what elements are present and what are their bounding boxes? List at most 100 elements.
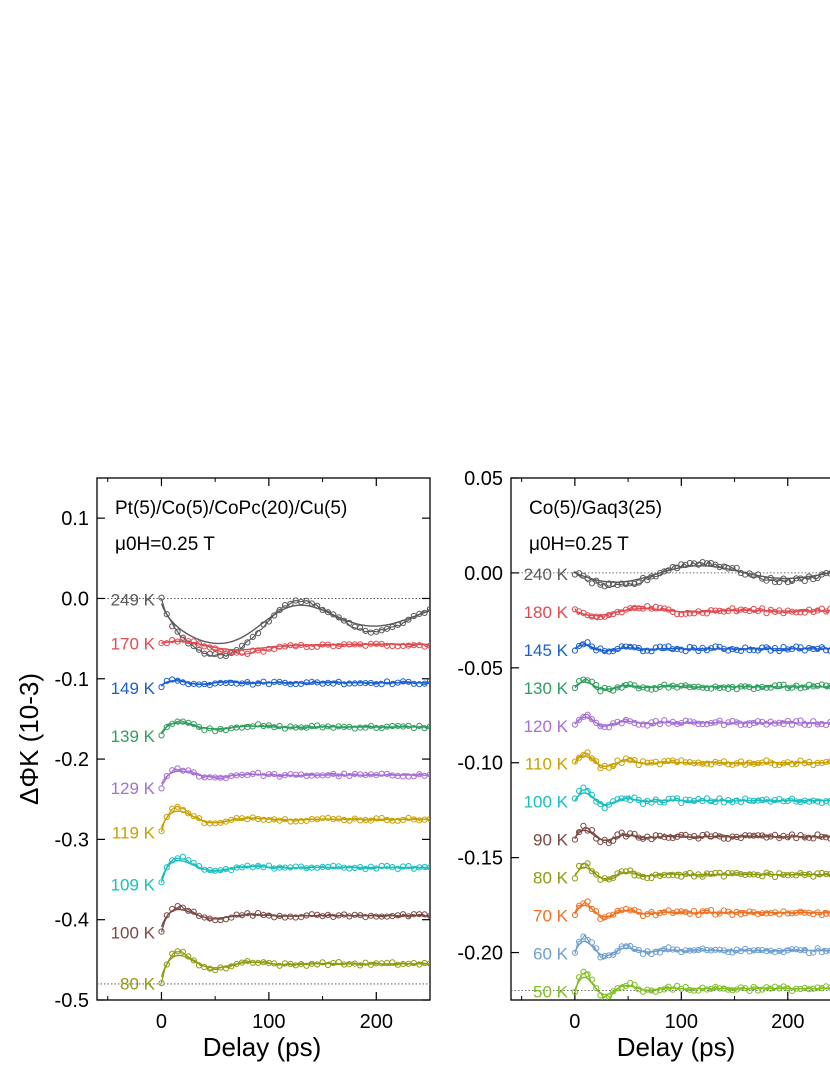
data-point: [716, 985, 723, 992]
data-point: [712, 869, 719, 876]
data-point: [695, 835, 702, 842]
series-fit-line: [574, 976, 830, 996]
data-point: [195, 815, 203, 822]
data-point: [801, 797, 808, 804]
data-point: [801, 946, 808, 954]
data-point: [571, 875, 579, 882]
series-label: 50 K: [533, 983, 569, 1002]
data-point: [179, 636, 186, 643]
data-point: [605, 993, 613, 1000]
data-point: [814, 682, 821, 689]
data-point: [597, 613, 604, 621]
data-point: [588, 939, 596, 946]
data-point: [249, 912, 256, 919]
data-point: [335, 815, 342, 822]
data-point: [635, 872, 642, 879]
data-point: [212, 728, 219, 735]
data-point: [648, 799, 655, 806]
data-point: [601, 875, 608, 882]
series-fit-line: [160, 603, 430, 645]
data-point: [678, 831, 685, 839]
data-point: [656, 949, 664, 956]
data-point: [733, 646, 740, 654]
data-point: [656, 761, 664, 768]
data-point: [580, 822, 587, 830]
data-point: [797, 757, 804, 764]
data-point: [255, 769, 262, 776]
data-point: [780, 760, 787, 767]
data-point: [324, 609, 332, 616]
data-point: [357, 817, 364, 824]
data-point: [610, 911, 617, 918]
data-point: [729, 833, 736, 840]
data-point: [737, 871, 745, 878]
data-point: [725, 647, 732, 654]
data-point: [362, 627, 369, 635]
data-point: [712, 946, 719, 953]
data-point: [605, 611, 613, 619]
data-point: [584, 575, 591, 582]
data-point: [212, 967, 219, 974]
data-point: [324, 961, 332, 969]
data-point: [631, 872, 638, 879]
data-point: [729, 717, 736, 725]
data-point: [682, 983, 689, 991]
data-point: [661, 799, 668, 806]
data-point: [763, 721, 770, 728]
data-point: [720, 608, 728, 615]
left-plot-frame: [96, 477, 431, 1001]
data-point: [639, 800, 647, 808]
data-point: [631, 580, 638, 588]
data-point: [383, 770, 391, 778]
data-point: [584, 711, 591, 718]
right-series-9: [571, 898, 830, 923]
data-point: [733, 719, 740, 726]
data-point: [244, 679, 251, 686]
data-point: [665, 757, 672, 765]
data-point: [281, 602, 289, 609]
data-point: [823, 870, 830, 878]
data-point: [763, 910, 770, 917]
data-point: [260, 621, 267, 628]
data-point: [656, 799, 664, 806]
data-point: [580, 572, 587, 579]
data-point: [174, 803, 181, 810]
data-point: [163, 640, 170, 647]
data-point: [238, 680, 246, 687]
data-point: [314, 961, 321, 968]
data-point: [584, 787, 591, 795]
data-point: [716, 946, 723, 953]
data-point: [759, 644, 766, 651]
data-point: [614, 608, 621, 616]
data-point: [410, 865, 417, 872]
data-point: [298, 680, 305, 688]
data-point: [716, 869, 723, 876]
data-point: [686, 986, 693, 993]
data-point: [576, 829, 583, 836]
right-y-tick-label: 0.00: [464, 563, 503, 585]
data-point: [801, 647, 808, 654]
data-point: [669, 646, 676, 653]
data-point: [746, 797, 753, 804]
data-point: [195, 863, 203, 870]
data-point: [255, 680, 262, 687]
data-point: [405, 913, 412, 920]
data-point: [767, 871, 774, 878]
left-y-tick-label: -0.2: [55, 749, 89, 771]
data-point: [373, 865, 380, 872]
data-point: [644, 948, 651, 955]
data-point: [635, 685, 642, 692]
series-data-line: [574, 934, 830, 961]
data-point: [788, 871, 796, 878]
data-point: [276, 722, 283, 730]
data-point: [394, 621, 401, 629]
left-x-axis-title: Delay (ps): [203, 1032, 321, 1062]
data-point: [631, 682, 638, 689]
data-point: [179, 679, 186, 686]
data-point: [644, 986, 651, 993]
data-point: [426, 723, 430, 730]
series-data-line: [160, 768, 429, 787]
data-point: [330, 680, 337, 687]
data-point: [255, 721, 262, 728]
data-point: [179, 853, 186, 860]
